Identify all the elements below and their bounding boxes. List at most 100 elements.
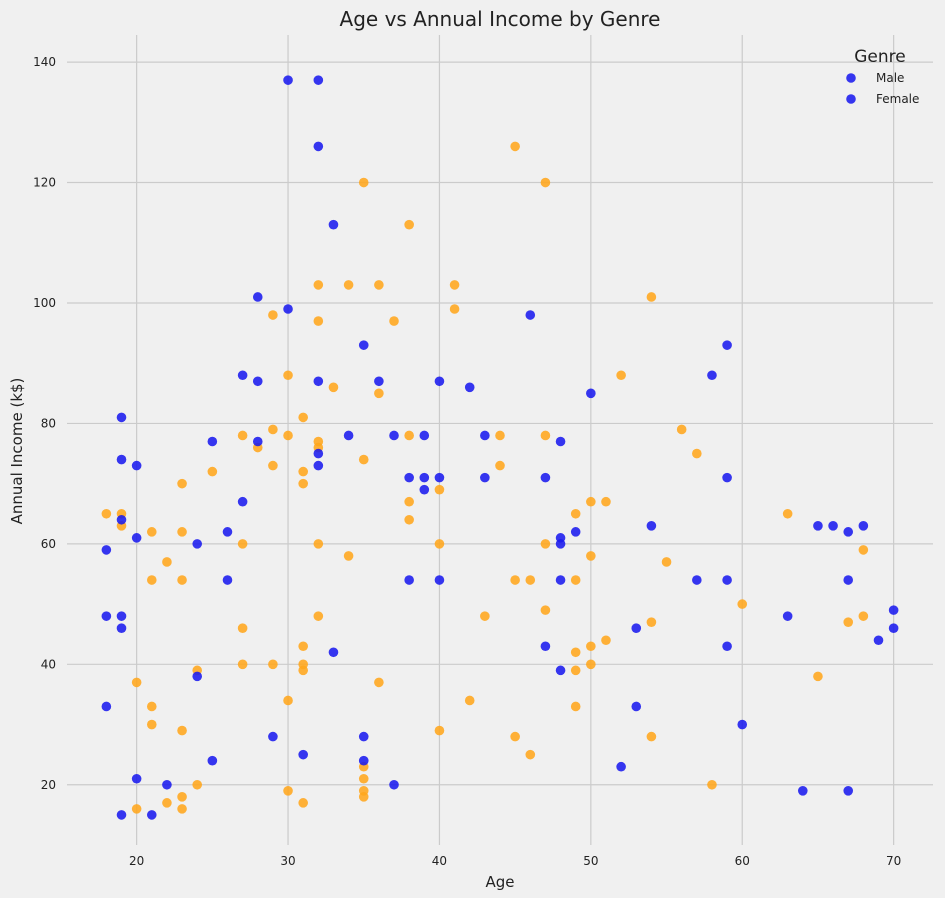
data-point-female [177, 478, 187, 489]
data-point-male [146, 810, 157, 820]
data-point-male [358, 755, 369, 766]
x-tick-label: 70 [886, 854, 901, 868]
x-axis-label: Age [485, 873, 514, 891]
data-point-male [389, 430, 399, 441]
data-point-male [813, 521, 823, 531]
data-point-female [177, 725, 187, 736]
data-point-female [616, 370, 626, 381]
legend-marker-male [846, 73, 856, 83]
data-point-male [570, 527, 581, 537]
data-point-male [237, 496, 248, 507]
data-point-female [843, 617, 854, 627]
data-point-female [540, 430, 551, 441]
data-point-female [328, 382, 339, 393]
data-point-male [374, 376, 384, 387]
data-point-male [843, 527, 854, 537]
data-point-female [268, 659, 278, 670]
data-point-male [101, 545, 112, 555]
data-point-male [116, 514, 127, 525]
data-point-female [358, 177, 369, 188]
data-point-male [692, 575, 702, 585]
legend-title: Genre [854, 47, 905, 67]
data-point-female [374, 677, 384, 688]
data-point-female [601, 496, 611, 507]
data-point-female [570, 665, 581, 676]
data-point-male [555, 436, 566, 447]
data-point-female [525, 575, 536, 585]
data-point-female [510, 141, 520, 152]
data-point-male [268, 731, 278, 742]
data-point-female [358, 454, 369, 465]
data-point-female [101, 508, 112, 519]
data-point-female [374, 388, 384, 399]
legend: Genre Male Female [846, 47, 919, 106]
data-point-female [858, 611, 869, 621]
data-point-male [540, 641, 551, 652]
data-point-female [586, 659, 596, 670]
data-point-male [858, 521, 869, 531]
data-point-male [722, 641, 732, 652]
y-tick-label: 40 [41, 657, 56, 671]
data-point-male [404, 575, 414, 585]
y-tick-label: 140 [33, 55, 56, 69]
data-point-male [252, 292, 263, 302]
x-tick-label: 30 [280, 854, 295, 868]
data-point-male [313, 460, 324, 471]
data-point-female [177, 792, 187, 802]
data-point-male [419, 430, 430, 441]
data-point-female [268, 310, 278, 320]
data-point-female [510, 575, 520, 585]
data-point-male [116, 611, 127, 621]
data-point-male [404, 472, 414, 483]
data-point-female [464, 695, 475, 706]
data-point-male [616, 761, 626, 772]
x-tick-label: 40 [432, 854, 447, 868]
data-point-male [283, 304, 293, 314]
data-point-female [146, 719, 157, 730]
data-point-male [192, 671, 203, 682]
data-point-female [480, 611, 490, 621]
data-point-male [646, 521, 657, 531]
data-point-female [646, 617, 657, 627]
data-point-female [449, 280, 460, 290]
data-point-male [313, 448, 324, 459]
data-point-male [722, 340, 732, 350]
data-point-male [555, 665, 566, 676]
data-point-male [631, 701, 642, 712]
data-point-male [888, 623, 899, 633]
data-point-male [116, 810, 127, 820]
y-axis-label: Annual Income (k$) [8, 378, 26, 525]
data-point-female [404, 219, 414, 230]
data-point-female [570, 701, 581, 712]
data-point-female [237, 539, 248, 549]
data-point-male [192, 539, 203, 549]
data-point-male [101, 611, 112, 621]
data-point-male [222, 527, 233, 537]
data-point-male [131, 773, 142, 784]
data-point-female [283, 430, 293, 441]
data-point-male [873, 635, 884, 646]
data-point-female [570, 647, 581, 658]
data-point-female [192, 779, 203, 790]
data-point-female [707, 779, 717, 790]
data-point-female [510, 731, 520, 742]
data-point-female [676, 424, 687, 435]
data-point-male [207, 755, 218, 766]
data-point-male [722, 472, 732, 483]
data-point-male [722, 575, 732, 585]
data-point-male [222, 575, 233, 585]
tick-labels: 20 30 40 50 60 70 20 40 60 80 100 120 140 [33, 55, 901, 868]
legend-marker-female [846, 94, 856, 104]
data-point-female [131, 804, 142, 814]
data-point-female [540, 177, 551, 188]
data-point-male [358, 340, 369, 350]
data-point-male [207, 436, 218, 447]
data-point-female [177, 804, 187, 814]
data-point-female [495, 460, 505, 471]
data-point-female [313, 316, 324, 326]
x-tick-label: 20 [129, 854, 144, 868]
data-point-male [586, 388, 596, 399]
data-point-male [162, 779, 172, 790]
